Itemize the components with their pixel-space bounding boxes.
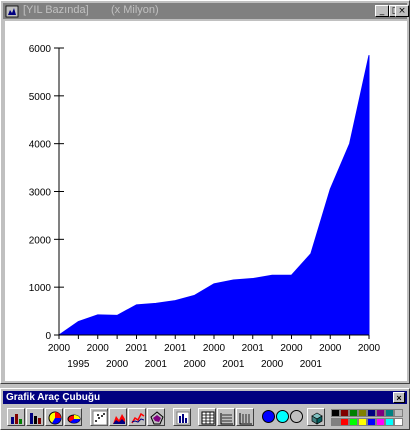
pie-3d-icon [67, 414, 81, 424]
y-tick-label: 0 [45, 331, 51, 342]
area-chart-button[interactable] [109, 408, 127, 426]
x-tick-label-top: 2000 [280, 343, 303, 354]
palette-swatch[interactable] [349, 409, 358, 417]
x-tick-label-top: 2000 [87, 343, 110, 354]
minimize-icon: _ [379, 6, 385, 16]
y-tick-label: 3000 [29, 188, 52, 199]
pie-3d-button[interactable] [64, 408, 82, 426]
color-circle-button[interactable] [290, 410, 303, 423]
app-icon [5, 5, 19, 18]
palette-swatch[interactable] [385, 418, 394, 426]
y-tick-label: 1000 [29, 283, 52, 294]
palette-swatch[interactable] [349, 418, 358, 426]
pie-chart-icon [48, 411, 62, 425]
area-chart-icon [113, 414, 125, 424]
radar-chart-icon [150, 411, 164, 425]
horizontal-lines-button[interactable] [217, 408, 235, 426]
bar-chart-button[interactable] [7, 408, 25, 426]
window-unit-label: (x Milyon) [111, 4, 159, 16]
palette-swatch[interactable] [394, 409, 403, 417]
minimize-button[interactable]: _ [375, 5, 389, 17]
scatter-button[interactable] [90, 408, 108, 426]
x-tick-label-bottom: 2001 [300, 359, 323, 370]
x-tick-label-bottom: 2000 [184, 359, 207, 370]
cube-icon [311, 412, 323, 425]
x-tick-label-bottom: 2001 [222, 359, 245, 370]
toolbar-close-button[interactable]: × [393, 392, 405, 403]
palette-swatch[interactable] [376, 409, 385, 417]
palette-swatch[interactable] [340, 418, 349, 426]
close-icon: × [396, 393, 402, 403]
x-tick-label-bottom: 2001 [145, 359, 168, 370]
palette-swatch[interactable] [358, 409, 367, 417]
palette-swatch[interactable] [331, 418, 340, 426]
close-button[interactable]: × [395, 5, 409, 17]
x-tick-label-top: 2000 [358, 343, 381, 354]
toolbar-titlebar[interactable]: Grafik Araç Çubuğu × [3, 391, 407, 404]
y-tick-label: 5000 [29, 92, 52, 103]
window-titlebar[interactable]: [YIL Bazında] (x Milyon) _ □ [3, 3, 407, 19]
window-title: [YIL Bazında] [23, 4, 89, 16]
bar-chart-icon [11, 414, 22, 424]
toolbar-title: Grafik Araç Çubuğu [6, 392, 101, 403]
line-chart-button[interactable] [128, 408, 146, 426]
column-chart-button[interactable] [26, 408, 44, 426]
pie-chart-button[interactable] [45, 408, 63, 426]
plot-area: 0 1000 2000 3000 4000 5000 6000 2000 2000 2001 200… [5, 21, 407, 381]
x-tick-label-top: 2001 [164, 343, 187, 354]
horizontal-lines-icon [220, 413, 233, 425]
palette-swatch[interactable] [376, 418, 385, 426]
x-tick-label-top: 2001 [125, 343, 148, 354]
palette-swatch[interactable] [385, 409, 394, 417]
x-tick-label-bottom: 2000 [106, 359, 129, 370]
vertical-lines-icon [239, 413, 252, 425]
palette-swatch[interactable] [367, 409, 376, 417]
palette-swatch[interactable] [358, 418, 367, 426]
palette-swatch[interactable] [331, 409, 340, 417]
radar-chart-button[interactable] [147, 408, 165, 426]
column-chart-icon [30, 413, 41, 424]
y-tick-label: 2000 [29, 235, 52, 246]
line-chart-icon [131, 412, 145, 424]
palette-swatch[interactable] [340, 409, 349, 417]
color-circle-button[interactable] [276, 410, 289, 423]
palette-swatch[interactable] [394, 418, 403, 426]
scatter-icon [92, 410, 108, 426]
y-tick-label: 6000 [29, 44, 52, 55]
stat-chart-button[interactable] [173, 408, 191, 426]
chart-toolbar: Grafik Araç Çubuğu × [0, 388, 410, 430]
x-tick-label-bottom: 2000 [261, 359, 284, 370]
table-grid-icon [201, 411, 215, 425]
palette-swatch[interactable] [367, 418, 376, 426]
stat-chart-icon [176, 411, 190, 425]
x-tick-label-top: 2000 [319, 343, 342, 354]
y-tick-label: 4000 [29, 140, 52, 151]
vertical-lines-button[interactable] [236, 408, 254, 426]
x-tick-label-top: 2000 [48, 343, 71, 354]
x-tick-label-bottom: 1995 [67, 359, 90, 370]
chart-3d-button[interactable] [307, 408, 325, 426]
chart-window: [YIL Bazında] (x Milyon) _ □ × 0 1000 2000… [0, 0, 410, 384]
x-tick-label-top: 2001 [242, 343, 265, 354]
close-icon: × [398, 6, 406, 16]
area-series [57, 55, 370, 336]
x-tick-label-top: 2000 [203, 343, 226, 354]
area-chart: 0 1000 2000 3000 4000 5000 6000 2000 2000 2001 200… [29, 44, 381, 370]
table-grid-button[interactable] [198, 408, 216, 426]
color-circle-button[interactable] [262, 410, 275, 423]
